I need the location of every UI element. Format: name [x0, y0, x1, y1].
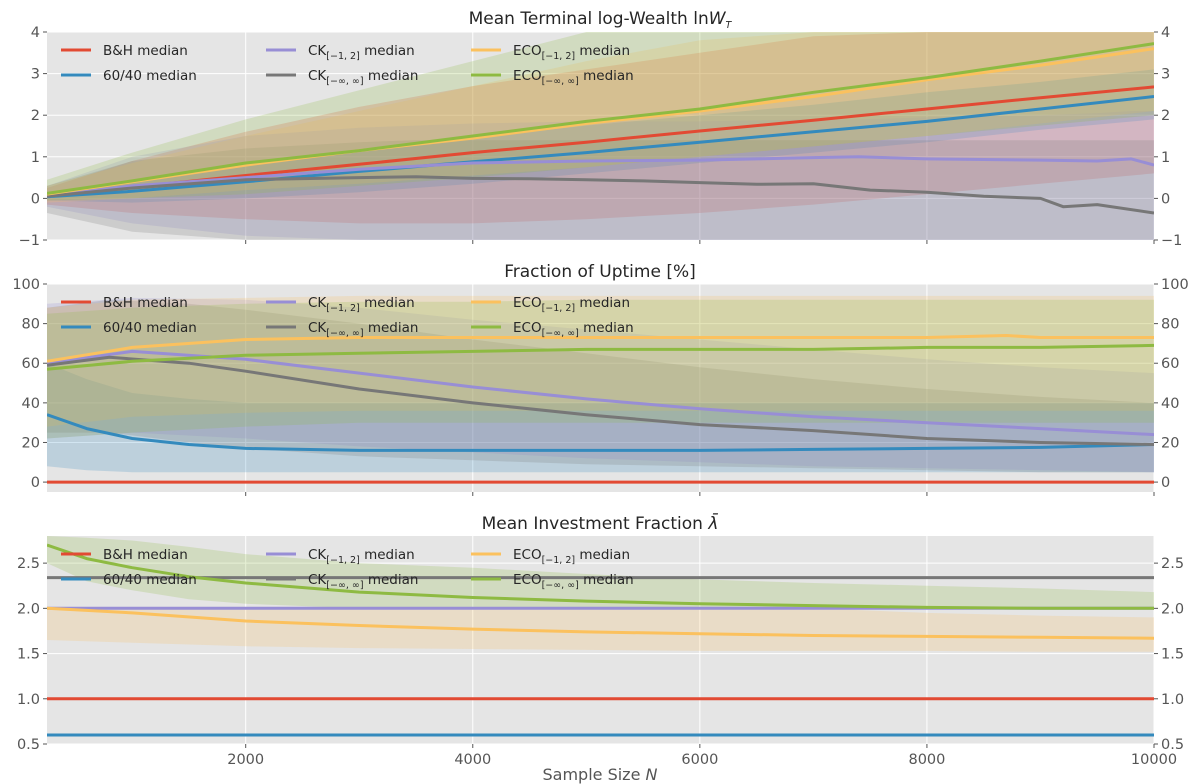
y-tick-label: 2	[31, 108, 40, 124]
legend-label-ck12: CK[−1, 2] median	[308, 547, 415, 566]
y-tick-label: 80	[22, 317, 40, 333]
band-eco12	[47, 32, 1154, 203]
y-tick-label-right: 40	[1161, 396, 1179, 412]
panel-mean-investment-fraction: Mean Investment Fraction λ̄ Sample Size …	[17, 512, 1184, 784]
legend: B&H median 60/40 median CK[−1, 2] median CK…	[61, 547, 634, 591]
band-eco12	[47, 608, 1154, 652]
y-tick-label: 2.5	[17, 556, 40, 572]
y-tick-label-right: 20	[1161, 435, 1179, 451]
y-tick-label-right: 1.5	[1161, 647, 1184, 663]
series-line-eco12	[47, 47, 1154, 196]
plot-area	[47, 32, 1154, 240]
legend-label-eco12: ECO[−1, 2] median	[513, 43, 630, 62]
series-line-eco12	[47, 334, 1154, 363]
chart-title: Mean Investment Fraction λ̄	[482, 512, 719, 534]
y-tick-label: 4	[31, 25, 40, 41]
legend-label-ckinf: CK[−∞, ∞] median	[308, 320, 418, 339]
y-tick-label-right: 2	[1161, 108, 1170, 124]
legend-label-ck12: CK[−1, 2] median	[308, 43, 415, 62]
y-tick-label-right: 1	[1161, 150, 1170, 166]
y-tick-label: 3	[31, 67, 40, 83]
y-tick-label: 20	[22, 435, 40, 451]
band-ckinf	[47, 140, 1154, 240]
plot-background	[47, 32, 1154, 240]
y-tick-label-right: 100	[1161, 277, 1189, 293]
band-eco12	[47, 295, 1154, 427]
x-tick-label: 8000	[908, 752, 945, 768]
x-tick-label: 2000	[227, 752, 264, 768]
x-tick-label: 6000	[681, 752, 718, 768]
y-tick-label: 40	[22, 396, 40, 412]
x-tick-label: 10000	[1131, 752, 1177, 768]
band-ckinf	[47, 299, 1154, 473]
series-line-ecoinf	[47, 343, 1154, 371]
plot-area	[47, 536, 1154, 737]
plot-background	[47, 536, 1154, 744]
y-tick-label: 1.0	[17, 692, 40, 708]
y-tick-label: −1	[19, 233, 40, 249]
legend-label-sixty: 60/40 median	[103, 572, 197, 588]
y-tick-label: 1.5	[17, 647, 40, 663]
legend-label-bh: B&H median	[103, 295, 188, 311]
y-tick-label-right: 0	[1161, 475, 1170, 491]
plot-background	[47, 284, 1154, 492]
series-line-sixty	[47, 95, 1154, 199]
y-tick-label: 0	[31, 191, 40, 207]
x-axis-label: Sample Size N	[543, 765, 658, 784]
y-tick-label-right: 2.0	[1161, 601, 1184, 617]
band-ecoinf	[47, 299, 1154, 439]
y-tick-label-right: 0	[1161, 191, 1170, 207]
legend-label-ecoinf: ECO[−∞, ∞] median	[513, 68, 634, 87]
band-ck12	[47, 111, 1154, 240]
plot-area	[47, 295, 1154, 484]
band-ecoinf	[47, 32, 1154, 201]
series-line-ckinf	[47, 175, 1154, 215]
series-line-eco12	[47, 606, 1154, 640]
legend-label-sixty: 60/40 median	[103, 320, 197, 336]
y-tick-label-right: 80	[1161, 317, 1179, 333]
y-tick-label-right: 2.5	[1161, 556, 1184, 572]
legend-label-sixty: 60/40 median	[103, 68, 197, 84]
series-line-ckinf	[47, 355, 1154, 446]
y-tick-label: 60	[22, 356, 40, 372]
y-tick-label-right: 3	[1161, 67, 1170, 83]
legend-label-ckinf: CK[−∞, ∞] median	[308, 68, 418, 87]
legend-label-eco12: ECO[−1, 2] median	[513, 295, 630, 314]
band-sixty	[47, 363, 1154, 473]
series-line-ecoinf	[47, 42, 1154, 195]
y-tick-label-right: −1	[1161, 233, 1182, 249]
legend: B&H median 60/40 median CK[−1, 2] median CK…	[61, 295, 634, 339]
y-tick-label-right: 60	[1161, 356, 1179, 372]
y-tick-label: 0.5	[17, 737, 40, 753]
panel-fraction-of-uptime: Fraction of Uptime [%] 0 0 20 20 40 40 60 60 80 8…	[12, 262, 1189, 496]
legend: B&H median 60/40 median CK[−1, 2] median CK…	[61, 43, 634, 87]
band-ck12	[47, 297, 1154, 473]
y-tick-label: 2.0	[17, 601, 40, 617]
legend-label-eco12: ECO[−1, 2] median	[513, 547, 630, 566]
x-tick-label: 4000	[454, 752, 491, 768]
series-line-sixty	[47, 413, 1154, 452]
chart-title: Mean Terminal log-Wealth lnWT	[469, 9, 733, 31]
y-tick-label: 0	[31, 475, 40, 491]
panel-terminal-log-wealth: Mean Terminal log-Wealth lnWT −1 −1 0 0 1 1 2 2…	[19, 9, 1183, 249]
y-tick-label-right: 0.5	[1161, 737, 1184, 753]
y-tick-label-right: 4	[1161, 25, 1170, 41]
series-line-ck12	[47, 155, 1154, 198]
chart-title: Fraction of Uptime [%]	[504, 262, 696, 282]
y-tick-label: 100	[12, 277, 40, 293]
y-tick-label: 1	[31, 150, 40, 166]
legend-label-ck12: CK[−1, 2] median	[308, 295, 415, 314]
legend-label-ckinf: CK[−∞, ∞] median	[308, 572, 418, 591]
legend-label-ecoinf: ECO[−∞, ∞] median	[513, 320, 634, 339]
y-tick-label-right: 1.0	[1161, 692, 1184, 708]
legend-label-ecoinf: ECO[−∞, ∞] median	[513, 572, 634, 591]
series-line-ecoinf	[47, 543, 1154, 610]
legend-label-bh: B&H median	[103, 547, 188, 563]
legend-label-bh: B&H median	[103, 43, 188, 59]
